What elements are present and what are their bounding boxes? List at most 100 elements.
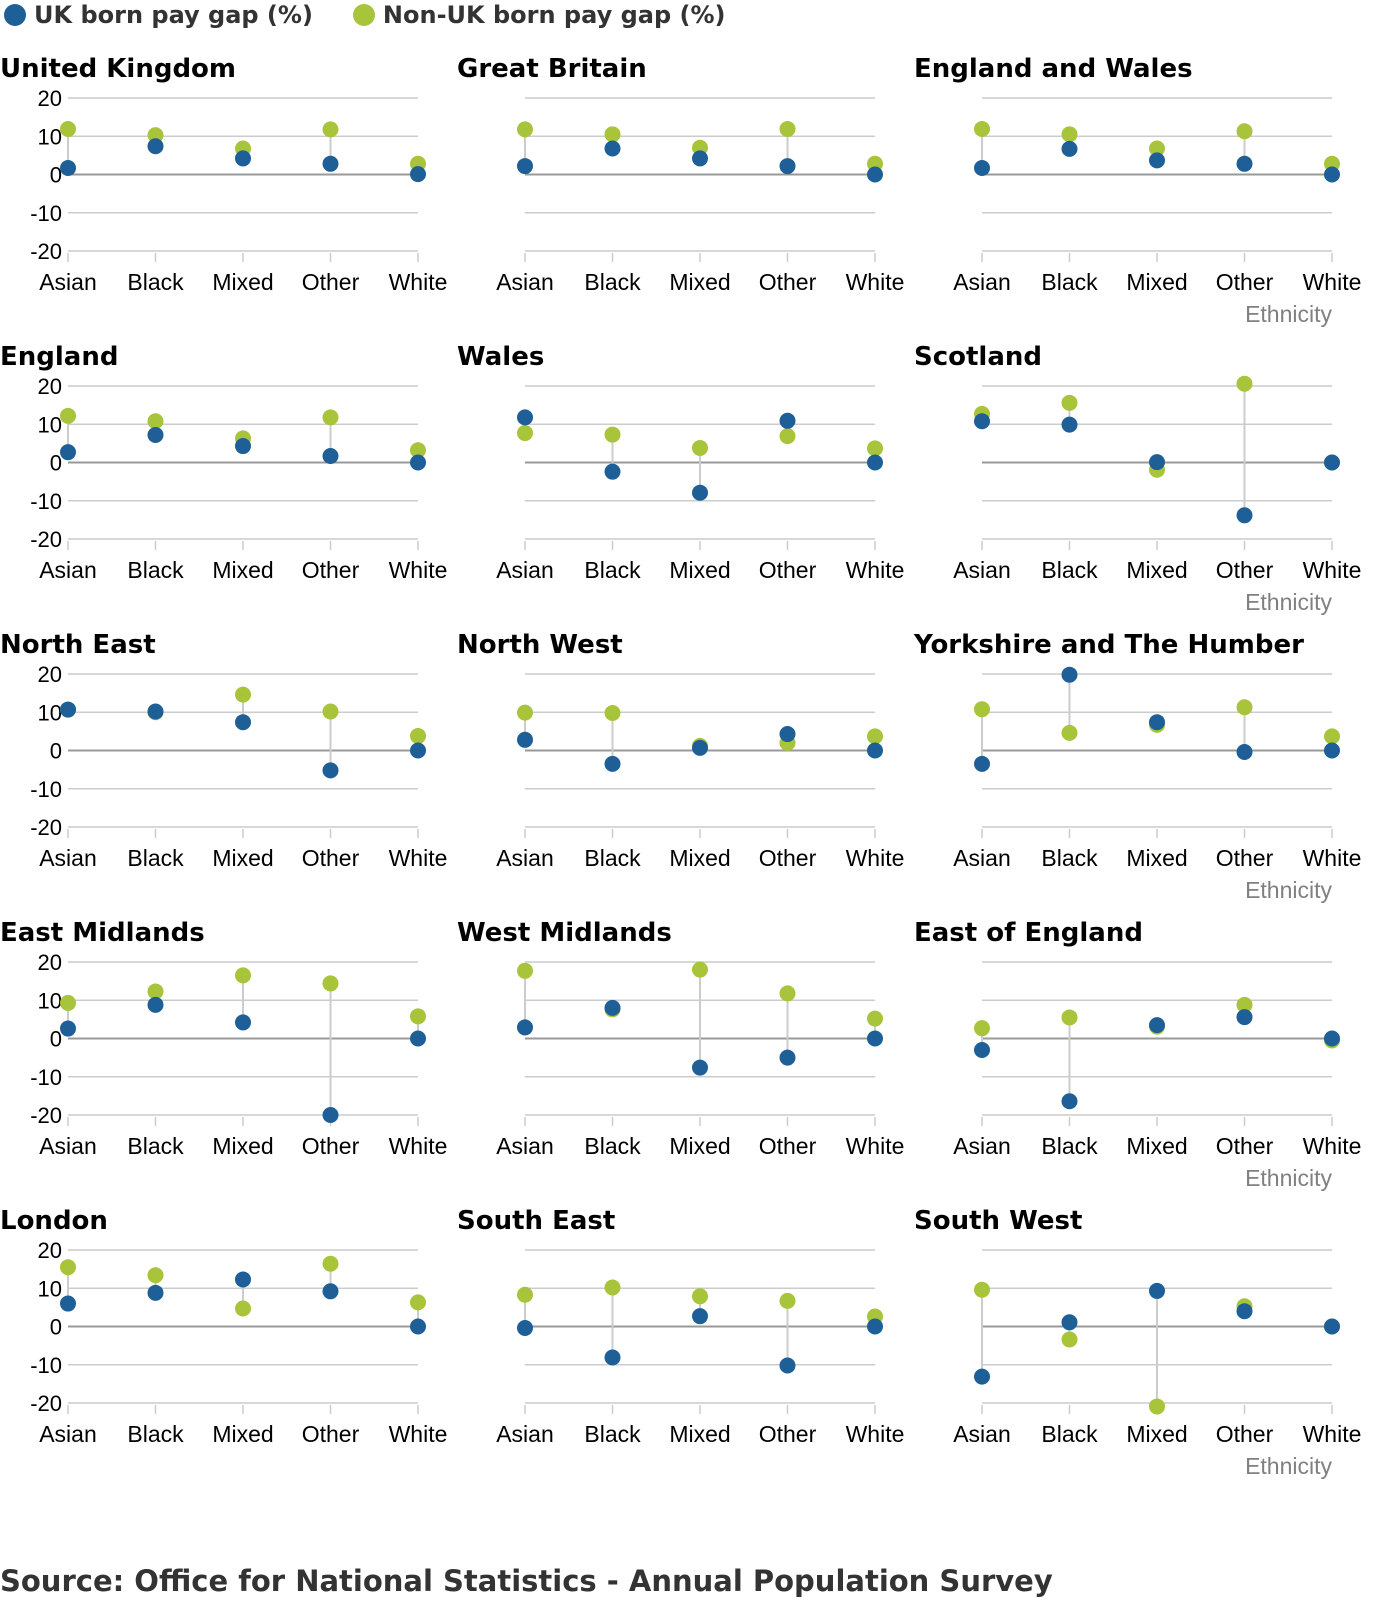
point-uk-born-white <box>410 166 426 183</box>
x-tick-label: Black <box>1041 557 1098 583</box>
point-non-uk-born-mixed <box>692 961 708 978</box>
point-uk-born-asian <box>974 413 990 430</box>
x-tick-label: Mixed <box>212 845 273 871</box>
point-uk-born-black <box>604 999 621 1016</box>
y-tick-label: -20 <box>30 239 62 264</box>
point-uk-born-white <box>1324 166 1340 183</box>
point-uk-born-white <box>410 1030 426 1047</box>
x-tick-label: Mixed <box>212 1421 273 1447</box>
point-non-uk-born-asian <box>60 120 76 137</box>
point-uk-born-asian <box>974 1041 990 1058</box>
point-uk-born-white <box>1324 1030 1340 1047</box>
x-tick-label: Asian <box>953 1421 1011 1447</box>
point-non-uk-born-black <box>1061 394 1078 411</box>
y-tick-label: 10 <box>38 412 62 437</box>
x-tick-label: Black <box>584 557 641 583</box>
point-uk-born-other <box>322 155 339 172</box>
x-tick-label: Other <box>1216 1133 1274 1159</box>
point-uk-born-black <box>147 1284 164 1301</box>
y-tick-label: 0 <box>50 451 62 476</box>
panel-title: England <box>0 342 118 372</box>
panel-title: United Kingdom <box>0 54 236 84</box>
y-tick-label: 10 <box>38 988 62 1013</box>
x-tick-label: Black <box>584 845 641 871</box>
x-tick-label: White <box>389 845 448 871</box>
x-tick-label: Asian <box>39 269 97 295</box>
legend-item-non-uk-born[interactable]: Non-UK born pay gap (%) <box>352 1 725 29</box>
point-uk-born-mixed <box>235 150 251 167</box>
y-tick-label: 0 <box>50 1027 62 1052</box>
x-tick-label: Mixed <box>1126 1133 1187 1159</box>
point-non-uk-born-asian <box>517 962 533 979</box>
x-axis-title: Ethnicity <box>1245 877 1332 903</box>
y-tick-label: 10 <box>38 124 62 149</box>
point-uk-born-mixed <box>235 438 251 455</box>
legend-label-uk-born: UK born pay gap (%) <box>34 1 313 29</box>
point-uk-born-black <box>604 140 621 157</box>
y-tick-label: 20 <box>38 86 62 111</box>
point-non-uk-born-white <box>410 1008 426 1025</box>
x-tick-label: Asian <box>953 845 1011 871</box>
panel-title: Scotland <box>914 342 1042 372</box>
point-uk-born-other <box>322 762 339 779</box>
point-non-uk-born-mixed <box>692 439 708 456</box>
point-uk-born-white <box>1324 742 1340 759</box>
y-tick-label: -10 <box>30 777 62 802</box>
panel-yorkshire-and-the-humber: Yorkshire and The Humber Asian Black Mixed O… <box>913 630 1361 903</box>
x-axis-title: Ethnicity <box>1245 1165 1332 1191</box>
point-non-uk-born-other <box>322 409 339 426</box>
point-non-uk-born-black <box>604 1279 621 1296</box>
x-tick-label: White <box>389 557 448 583</box>
x-tick-label: Other <box>302 557 360 583</box>
legend-item-uk-born[interactable]: UK born pay gap (%) <box>4 1 313 29</box>
x-axis-title: Ethnicity <box>1245 301 1332 327</box>
point-uk-born-black <box>604 463 621 480</box>
x-tick-label: Mixed <box>669 1133 730 1159</box>
panel-scotland: Scotland Asian Black Mixed Other White Ethnici… <box>914 342 1361 615</box>
x-tick-label: Other <box>759 1133 817 1159</box>
point-uk-born-other <box>779 1049 796 1066</box>
point-uk-born-white <box>1324 1318 1340 1335</box>
point-uk-born-asian <box>974 159 990 176</box>
x-tick-label: Black <box>127 269 184 295</box>
x-tick-label: Asian <box>496 845 554 871</box>
point-non-uk-born-other <box>1236 699 1253 716</box>
y-tick-label: -10 <box>30 489 62 514</box>
point-non-uk-born-white <box>867 728 883 745</box>
point-uk-born-black <box>1061 1093 1078 1110</box>
point-non-uk-born-mixed <box>692 1288 708 1305</box>
point-uk-born-black <box>147 426 164 443</box>
x-tick-label: Mixed <box>212 557 273 583</box>
point-uk-born-other <box>1236 744 1253 761</box>
point-non-uk-born-black <box>1061 1331 1078 1348</box>
point-uk-born-white <box>867 1318 883 1335</box>
y-tick-label: 20 <box>38 374 62 399</box>
panel-south-east: South East Asian Black Mixed Other White <box>457 1206 904 1447</box>
x-tick-label: Mixed <box>1126 845 1187 871</box>
x-axis-title: Ethnicity <box>1245 589 1332 615</box>
point-uk-born-white <box>410 454 426 471</box>
x-tick-label: Asian <box>39 557 97 583</box>
point-uk-born-mixed <box>692 739 708 756</box>
x-tick-label: White <box>389 269 448 295</box>
x-tick-label: Asian <box>496 1421 554 1447</box>
point-non-uk-born-other <box>322 703 339 720</box>
legend-marker-non-uk-born <box>352 4 375 26</box>
point-uk-born-other <box>779 1357 796 1374</box>
x-tick-label: White <box>1303 269 1362 295</box>
y-tick-label: -20 <box>30 1391 62 1416</box>
point-uk-born-mixed <box>692 484 708 501</box>
x-tick-label: Other <box>759 557 817 583</box>
y-tick-label: -10 <box>30 1065 62 1090</box>
x-tick-label: Other <box>1216 269 1274 295</box>
point-uk-born-other <box>322 447 339 464</box>
point-uk-born-asian <box>60 444 76 461</box>
y-tick-label: 0 <box>50 163 62 188</box>
point-non-uk-born-black <box>1061 724 1078 741</box>
point-uk-born-white <box>410 742 426 759</box>
panel-title: North West <box>457 630 623 660</box>
point-non-uk-born-asian <box>974 120 990 137</box>
x-tick-label: Other <box>302 269 360 295</box>
